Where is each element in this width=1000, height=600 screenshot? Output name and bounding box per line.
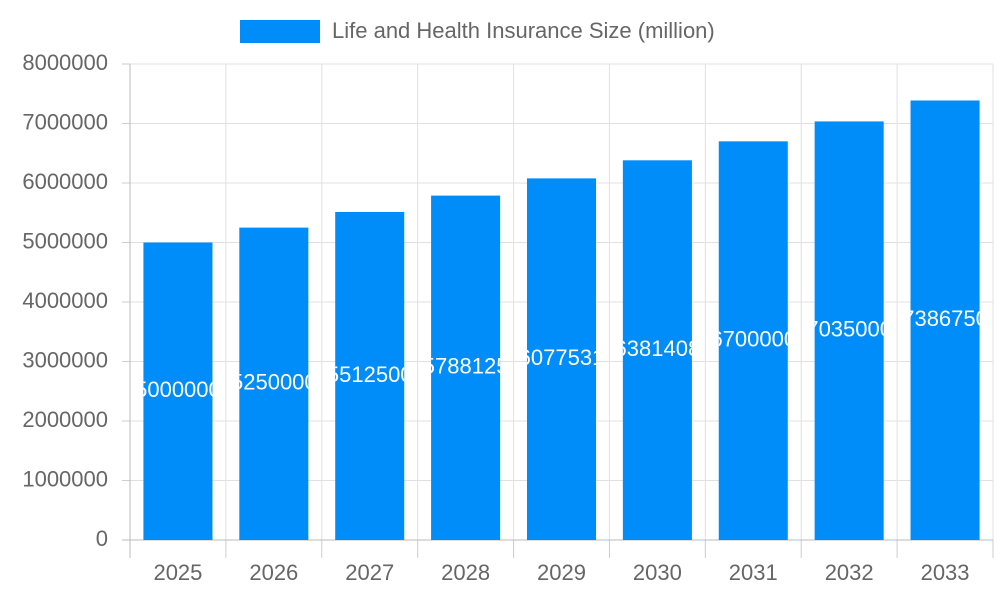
legend-swatch bbox=[240, 20, 320, 43]
x-tick-label: 2030 bbox=[633, 560, 682, 585]
y-tick-label: 6000000 bbox=[22, 169, 108, 194]
y-tick-label: 4000000 bbox=[22, 288, 108, 313]
data-label: 5512500 bbox=[327, 362, 413, 387]
data-label: 6381408 bbox=[615, 336, 701, 361]
y-tick-label: 7000000 bbox=[22, 109, 108, 134]
x-tick-label: 2033 bbox=[921, 560, 970, 585]
bar bbox=[431, 195, 501, 540]
x-tick-label: 2025 bbox=[153, 560, 202, 585]
data-label: 5788125 bbox=[423, 354, 509, 379]
x-tick-label: 2027 bbox=[345, 560, 394, 585]
bar bbox=[239, 227, 309, 540]
bar bbox=[622, 160, 692, 541]
y-tick-label: 2000000 bbox=[22, 407, 108, 432]
data-label: 6700000 bbox=[710, 326, 796, 351]
x-tick-label: 2031 bbox=[729, 560, 778, 585]
y-tick-label: 5000000 bbox=[22, 228, 108, 253]
bar bbox=[526, 178, 597, 540]
x-tick-label: 2029 bbox=[537, 560, 586, 585]
y-tick-label: 3000000 bbox=[22, 347, 108, 372]
bar bbox=[814, 121, 884, 540]
bar bbox=[718, 141, 788, 540]
data-label: 6077531 bbox=[519, 345, 605, 370]
bar bbox=[143, 242, 213, 540]
legend-label: Life and Health Insurance Size (million) bbox=[332, 18, 715, 43]
x-tick-label: 2032 bbox=[825, 560, 874, 585]
data-label: 7386750 bbox=[902, 306, 988, 331]
x-tick-label: 2028 bbox=[441, 560, 490, 585]
y-tick-label: 8000000 bbox=[22, 50, 108, 75]
data-label: 7035000 bbox=[806, 317, 892, 342]
x-tick-label: 2026 bbox=[249, 560, 298, 585]
y-tick-label: 1000000 bbox=[22, 466, 108, 491]
bar bbox=[335, 212, 405, 540]
data-label: 5000000 bbox=[135, 377, 221, 402]
data-label: 5250000 bbox=[231, 370, 317, 395]
bar bbox=[910, 100, 980, 540]
y-tick-label: 0 bbox=[96, 526, 108, 551]
